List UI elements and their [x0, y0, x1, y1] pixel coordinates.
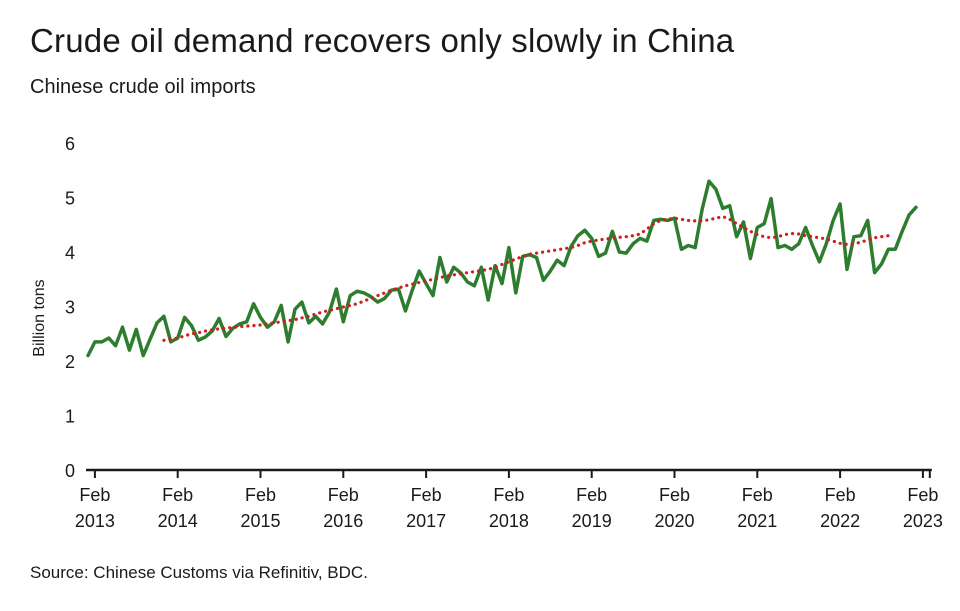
x-axis: Feb 2013 Feb 2014 Feb 2015 Feb 2016 Feb 2017 Feb 20… — [75, 470, 943, 531]
series-layer — [86, 179, 918, 358]
x-tick-label-year: 2017 — [406, 511, 446, 531]
x-tick-label-month: Feb — [411, 485, 442, 505]
x-tick-label-month: Feb — [576, 485, 607, 505]
x-tick-label-month: Feb — [79, 485, 110, 505]
x-tick-label-year: 2021 — [737, 511, 777, 531]
y-tick-label: 4 — [65, 243, 75, 263]
y-tick-label: 3 — [65, 298, 75, 318]
x-tick-label-year: 2013 — [75, 511, 115, 531]
x-tick-label-year: 2022 — [820, 511, 860, 531]
series-line-moving-average — [162, 215, 891, 342]
x-tick-label-month: Feb — [907, 485, 938, 505]
chart-title: Crude oil demand recovers only slowly in… — [30, 22, 735, 59]
y-tick-label: 1 — [65, 407, 75, 427]
x-tick-label-year: 2015 — [240, 511, 280, 531]
y-tick-label: 0 — [65, 461, 75, 481]
x-tick-label-month: Feb — [245, 485, 276, 505]
x-tick-label-month: Feb — [742, 485, 773, 505]
x-tick-label-year: 2016 — [323, 511, 363, 531]
y-tick-label: 2 — [65, 352, 75, 372]
x-tick-label-month: Feb — [659, 485, 690, 505]
x-tick-label-month: Feb — [493, 485, 524, 505]
y-axis-label: Billion tons — [31, 279, 48, 356]
y-tick-label: 5 — [65, 189, 75, 209]
source-note: Source: Chinese Customs via Refinitiv, B… — [30, 563, 368, 582]
y-axis: 0 1 2 3 4 5 6 — [65, 134, 75, 481]
y-tick-label: 6 — [65, 134, 75, 154]
x-tick-label-year: 2023 — [903, 511, 943, 531]
x-tick-label-year: 2018 — [489, 511, 529, 531]
x-tick-label-month: Feb — [825, 485, 856, 505]
x-tick-label-year: 2019 — [572, 511, 612, 531]
x-tick-label-month: Feb — [328, 485, 359, 505]
x-tick-label-year: 2014 — [158, 511, 198, 531]
x-tick-label-month: Feb — [162, 485, 193, 505]
x-tick-label-year: 2020 — [654, 511, 694, 531]
chart-subtitle: Chinese crude oil imports — [30, 76, 256, 98]
series-line-monthly-imports — [86, 179, 918, 358]
